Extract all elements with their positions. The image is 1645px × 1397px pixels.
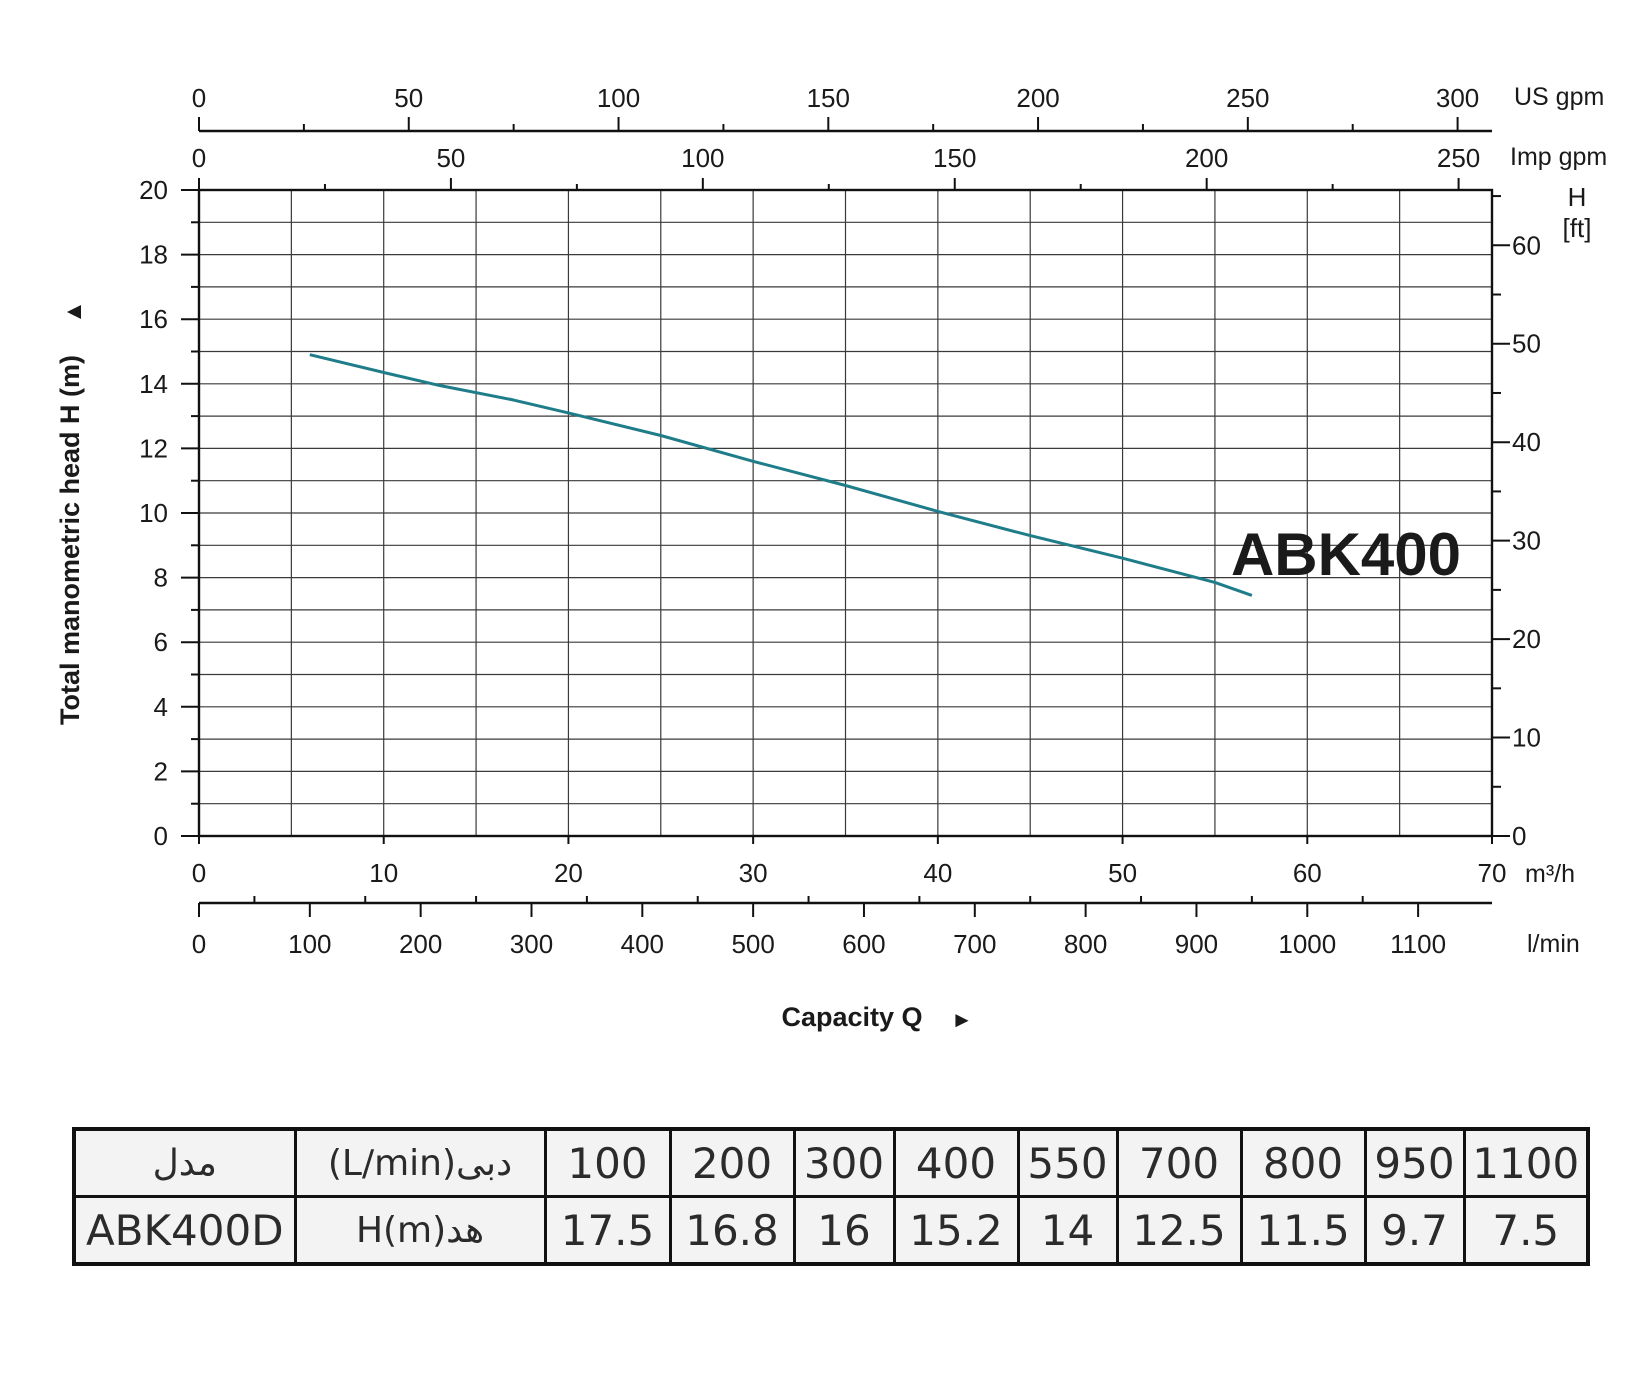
y-right-tick-label: 10 — [1512, 723, 1541, 753]
table-cell: ABK400D — [72, 1195, 297, 1266]
table-cell: 7.5 — [1462, 1195, 1590, 1266]
table-cell: 200 — [668, 1127, 796, 1198]
y-left-tick-label: 14 — [139, 369, 168, 399]
x-unit-m3h: m³/h — [1525, 860, 1575, 888]
x-unit-lmin: l/min — [1527, 930, 1580, 958]
y-left-tick-label: 6 — [154, 627, 168, 657]
table-cell: 800 — [1239, 1127, 1367, 1198]
x-usgpm-tick-label: 300 — [1436, 83, 1479, 113]
right-axis-unit-ft: [ft] — [1563, 213, 1592, 243]
y-left-tick-label: 18 — [139, 240, 168, 270]
x-impgpm-tick-label: 250 — [1437, 143, 1480, 173]
x-m3h-tick-label: 10 — [369, 858, 398, 888]
x-impgpm-tick-label: 150 — [933, 143, 976, 173]
table-cell: H(m)هد — [293, 1195, 547, 1266]
x-axis-arrow: ► — [951, 1007, 973, 1032]
x-lmin-tick-label: 800 — [1064, 929, 1107, 959]
x-lmin-tick-label: 1100 — [1390, 929, 1446, 959]
x-impgpm-tick-label: 0 — [192, 143, 206, 173]
table-cell: 17.5 — [543, 1195, 672, 1266]
y-right-tick-label: 30 — [1512, 526, 1541, 556]
x-lmin-tick-label: 900 — [1175, 929, 1218, 959]
x-lmin-tick-label: 700 — [953, 929, 996, 959]
x-m3h-tick-label: 40 — [923, 858, 952, 888]
table-cell: 100 — [543, 1127, 672, 1198]
x-lmin-tick-label: 300 — [510, 929, 553, 959]
y-left-tick-label: 16 — [139, 304, 168, 334]
x-lmin-tick-label: 500 — [731, 929, 774, 959]
y-right-tick-label: 60 — [1512, 230, 1541, 260]
y-right-tick-label: 20 — [1512, 624, 1541, 654]
y-left-tick-label: 12 — [139, 433, 168, 463]
y-right-tick-label: 50 — [1512, 329, 1541, 359]
x-usgpm-tick-label: 150 — [807, 83, 850, 113]
x-lmin-tick-label: 100 — [288, 929, 331, 959]
right-axis-unit-h: H — [1568, 182, 1587, 212]
spec-table-wrapper: مدل (L/min)دبی 100 200 300 400 550 700 8… — [72, 1127, 1590, 1266]
x-usgpm-tick-label: 200 — [1016, 83, 1059, 113]
table-cell: 14 — [1016, 1195, 1119, 1266]
table-cell: مدل — [72, 1127, 297, 1198]
y-axis-arrow: ▲ — [60, 300, 87, 324]
y-axis-title: Total manometric head H (m) — [55, 355, 85, 725]
x-usgpm-tick-label: 100 — [597, 83, 640, 113]
table-cell: 12.5 — [1115, 1195, 1243, 1266]
performance-curve — [309, 353, 1253, 597]
x-m3h-tick-label: 30 — [739, 858, 768, 888]
table-cell: 16 — [792, 1195, 896, 1266]
x-usgpm-tick-label: 250 — [1226, 83, 1269, 113]
y-right-tick-label: 40 — [1512, 427, 1541, 457]
table-cell: 1100 — [1462, 1127, 1590, 1198]
x-m3h-tick-label: 70 — [1478, 858, 1507, 888]
table-cell: 550 — [1016, 1127, 1119, 1198]
table-cell: 16.8 — [668, 1195, 796, 1266]
table-cell: 300 — [792, 1127, 896, 1198]
y-left-tick-label: 0 — [154, 821, 168, 851]
table-cell: 700 — [1115, 1127, 1243, 1198]
x-m3h-tick-label: 60 — [1293, 858, 1322, 888]
x-axis-title: Capacity Q — [781, 1002, 922, 1032]
x-m3h-tick-label: 0 — [192, 858, 206, 888]
table-cell: 400 — [892, 1127, 1020, 1198]
y-left-tick-label: 8 — [154, 563, 168, 593]
curve-label: ABK400 — [1231, 521, 1461, 588]
y-left-tick-label: 2 — [154, 756, 168, 786]
x-lmin-tick-label: 400 — [621, 929, 664, 959]
x-usgpm-tick-label: 50 — [394, 83, 423, 113]
table-cell: (L/min)دبی — [293, 1127, 547, 1198]
x-lmin-tick-label: 600 — [842, 929, 885, 959]
y-right-tick-label: 0 — [1512, 821, 1526, 851]
spec-table: مدل (L/min)دبی 100 200 300 400 550 700 8… — [72, 1127, 1590, 1266]
table-header-row: مدل (L/min)دبی 100 200 300 400 550 700 8… — [72, 1127, 1590, 1198]
x-lmin-tick-label: 1000 — [1278, 929, 1336, 959]
x-unit-usgpm: US gpm — [1514, 83, 1604, 111]
x-m3h-tick-label: 50 — [1108, 858, 1137, 888]
x-usgpm-tick-label: 0 — [192, 83, 206, 113]
axes — [181, 117, 1510, 917]
table-cell: 9.7 — [1363, 1195, 1466, 1266]
x-m3h-tick-label: 20 — [554, 858, 583, 888]
x-lmin-tick-label: 200 — [399, 929, 442, 959]
table-row: ABK400D H(m)هد 17.5 16.8 16 15.2 14 12.5… — [72, 1195, 1590, 1266]
x-unit-impgpm: Imp gpm — [1510, 143, 1607, 171]
table-cell: 950 — [1363, 1127, 1466, 1198]
y-left-tick-label: 10 — [139, 498, 168, 528]
x-lmin-tick-label: 0 — [192, 929, 206, 959]
y-left-tick-label: 20 — [139, 175, 168, 205]
x-impgpm-tick-label: 50 — [436, 143, 465, 173]
table-cell: 15.2 — [892, 1195, 1020, 1266]
series-line — [309, 353, 1253, 597]
y-left-tick-label: 4 — [154, 692, 168, 722]
table-cell: 11.5 — [1239, 1195, 1367, 1266]
grid-lines — [197, 188, 1494, 838]
x-impgpm-tick-label: 200 — [1185, 143, 1228, 173]
x-impgpm-tick-label: 100 — [681, 143, 724, 173]
